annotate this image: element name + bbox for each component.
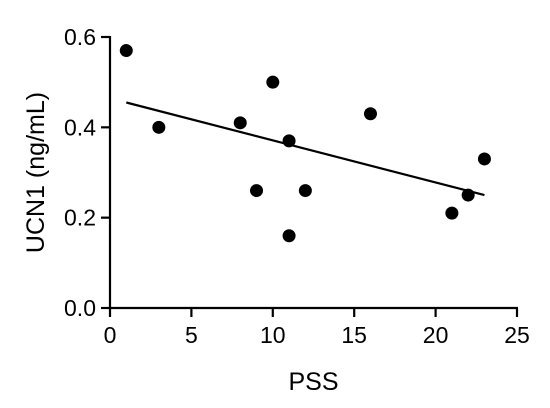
- data-point: [461, 188, 475, 202]
- data-point: [445, 206, 459, 220]
- data-point: [298, 184, 312, 198]
- y-tick-label: 0.0: [64, 295, 96, 321]
- data-point: [282, 229, 296, 243]
- x-tick-label: 0: [104, 322, 117, 348]
- x-axis-title: PSS: [288, 368, 338, 396]
- y-axis-title: UCN1 (ng/mL): [22, 92, 50, 253]
- data-point: [233, 116, 247, 130]
- data-point: [282, 134, 296, 148]
- data-points: [119, 44, 491, 243]
- axes: [108, 36, 518, 310]
- data-point: [152, 120, 166, 134]
- y-tick-label: 0.4: [64, 114, 96, 140]
- x-tick-label: 10: [260, 322, 286, 348]
- trend-line: [126, 101, 485, 197]
- data-point: [119, 44, 133, 58]
- y-ticks: 0.0 0.2 0.4 0.6: [64, 24, 110, 321]
- data-point: [266, 75, 280, 89]
- x-tick-label: 5: [185, 322, 198, 348]
- x-tick-label: 20: [423, 322, 449, 348]
- y-tick-label: 0.6: [64, 24, 96, 50]
- data-point: [363, 107, 377, 121]
- data-point: [250, 184, 264, 198]
- data-point: [477, 152, 491, 166]
- x-tick-label: 15: [341, 322, 367, 348]
- y-tick-label: 0.2: [64, 205, 96, 231]
- x-ticks: 0 5 10 15 20 25: [104, 308, 530, 348]
- x-tick-label: 25: [504, 322, 530, 348]
